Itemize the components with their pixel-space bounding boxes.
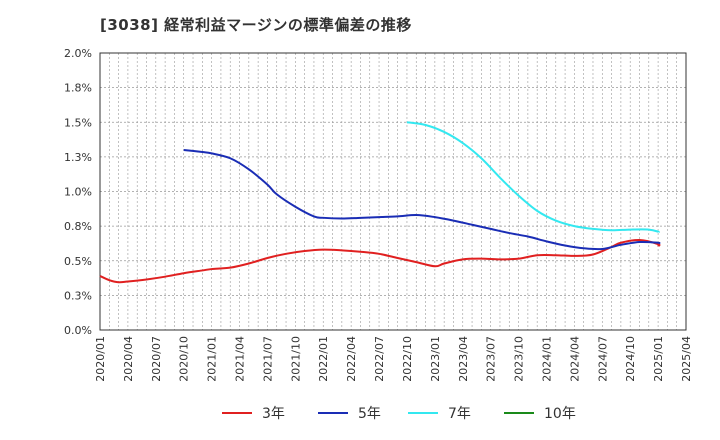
y-tick-label: 1.3%: [64, 151, 92, 164]
legend-label: 7年: [448, 406, 471, 422]
x-tick-label: 2023/07: [485, 336, 498, 382]
legend-label: 5年: [358, 406, 381, 422]
legend-label: 3年: [262, 406, 285, 422]
series-line: [183, 148, 661, 251]
x-tick-label: 2022/07: [373, 336, 386, 382]
x-tick-label: 2025/04: [680, 336, 693, 382]
x-tick-label: 2024/01: [540, 336, 553, 382]
y-tick-label: 0.0%: [64, 324, 92, 337]
x-tick-label: 2025/01: [652, 336, 665, 382]
x-tick-label: 2022/10: [401, 336, 414, 382]
series-line: [406, 121, 660, 234]
x-tick-label: 2024/07: [596, 336, 609, 382]
x-tick-label: 2020/10: [178, 336, 191, 382]
chart-title: [3038] 経常利益マージンの標準偏差の推移: [100, 16, 412, 34]
x-tick-label: 2021/01: [206, 336, 219, 382]
y-tick-label: 2.0%: [64, 47, 92, 60]
y-tick-label: 1.5%: [64, 116, 92, 129]
plot-border: [99, 52, 687, 331]
x-tick-label: 2022/01: [317, 336, 330, 382]
x-tick-label: 2023/10: [513, 336, 526, 382]
x-tick-label: 2021/10: [289, 336, 302, 382]
x-tick-label: 2020/07: [150, 336, 163, 382]
x-tick-label: 2022/04: [345, 336, 358, 382]
y-tick-label: 0.5%: [64, 255, 92, 268]
x-tick-label: 2020/04: [122, 336, 135, 382]
y-tick-label: 0.8%: [64, 220, 92, 233]
y-tick-label: 1.8%: [64, 82, 92, 95]
x-tick-label: 2023/04: [457, 336, 470, 382]
x-tick-label: 2023/01: [429, 336, 442, 382]
x-tick-label: 2024/10: [624, 336, 637, 382]
x-tick-label: 2020/01: [94, 336, 107, 382]
series-line: [99, 238, 661, 284]
x-tick-label: 2021/07: [261, 336, 274, 382]
legend-label: 10年: [544, 406, 576, 422]
y-tick-label: 0.3%: [64, 289, 92, 302]
x-tick-label: 2024/04: [568, 336, 581, 382]
x-tick-label: 2021/04: [234, 336, 247, 382]
y-tick-label: 1.0%: [64, 186, 92, 199]
